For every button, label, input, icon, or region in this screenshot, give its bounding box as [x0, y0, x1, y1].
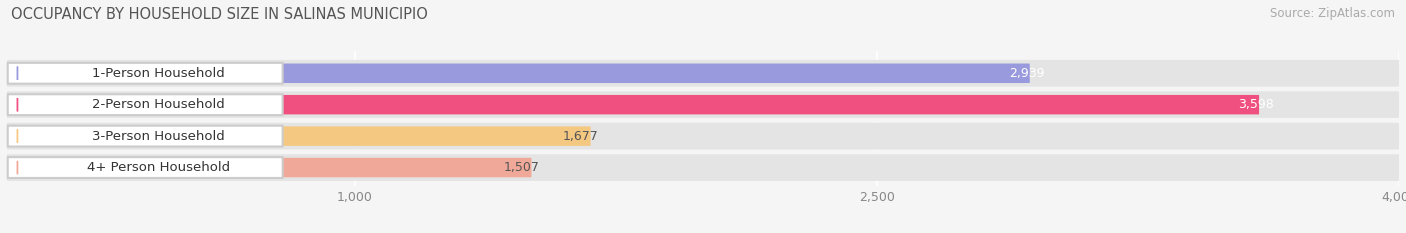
- FancyBboxPatch shape: [7, 60, 1399, 87]
- Text: 3-Person Household: 3-Person Household: [91, 130, 225, 143]
- FancyBboxPatch shape: [7, 123, 1399, 150]
- Text: 2-Person Household: 2-Person Household: [91, 98, 225, 111]
- Text: 1-Person Household: 1-Person Household: [91, 67, 225, 80]
- FancyBboxPatch shape: [7, 94, 283, 115]
- Text: Source: ZipAtlas.com: Source: ZipAtlas.com: [1270, 7, 1395, 20]
- FancyBboxPatch shape: [7, 126, 591, 146]
- Text: 1,507: 1,507: [503, 161, 540, 174]
- FancyBboxPatch shape: [7, 157, 283, 178]
- Text: 3,598: 3,598: [1239, 98, 1274, 111]
- FancyBboxPatch shape: [7, 158, 531, 177]
- Text: 4+ Person Household: 4+ Person Household: [87, 161, 229, 174]
- FancyBboxPatch shape: [7, 64, 1029, 83]
- FancyBboxPatch shape: [7, 154, 1399, 181]
- FancyBboxPatch shape: [7, 126, 283, 147]
- Text: 1,677: 1,677: [562, 130, 599, 143]
- Text: 2,939: 2,939: [1010, 67, 1045, 80]
- FancyBboxPatch shape: [7, 91, 1399, 118]
- FancyBboxPatch shape: [7, 63, 283, 84]
- FancyBboxPatch shape: [7, 95, 1260, 114]
- Text: OCCUPANCY BY HOUSEHOLD SIZE IN SALINAS MUNICIPIO: OCCUPANCY BY HOUSEHOLD SIZE IN SALINAS M…: [11, 7, 427, 22]
